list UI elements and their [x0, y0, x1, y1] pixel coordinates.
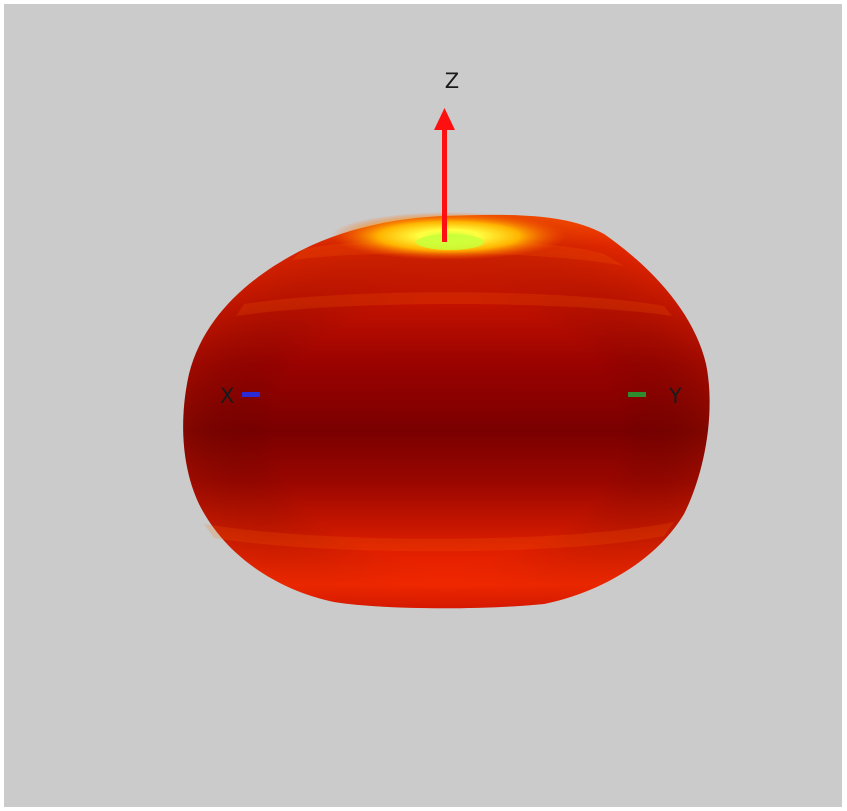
radiation-pattern-scene: Z X Y	[183, 69, 710, 609]
z-axis-label: Z	[445, 69, 459, 93]
y-axis-marker	[628, 392, 646, 397]
y-axis-label: Y	[668, 384, 682, 408]
x-axis-marker	[242, 392, 260, 397]
x-axis-label: X	[220, 384, 234, 408]
z-axis-arrow	[434, 108, 455, 242]
3d-viewport[interactable]: Z X Y	[4, 4, 842, 807]
